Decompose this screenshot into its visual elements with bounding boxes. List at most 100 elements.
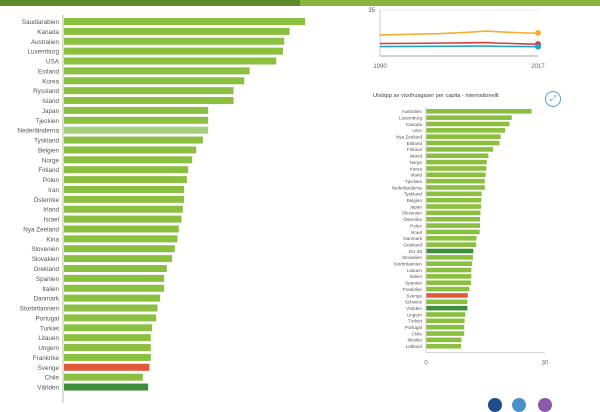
right-category-label-20: Danmark [403, 236, 422, 241]
bar-1 [64, 27, 290, 35]
bar-7 [64, 87, 234, 95]
right-category-label-12: Nederländerna [392, 185, 423, 190]
category-label-14: Norge [42, 157, 60, 164]
right-category-label-35: Chile [412, 331, 423, 336]
right-bar-24 [426, 261, 473, 266]
bar-37 [64, 383, 149, 391]
category-label-21: Nya Zeeland [23, 226, 59, 233]
right-category-label-9: Korea [410, 166, 423, 171]
trend-line-chart: 35 1990 2017 [368, 8, 545, 70]
right-bar-4 [426, 134, 501, 139]
category-label-32: Litauen [38, 335, 59, 342]
expand-button[interactable]: ⤢ [545, 91, 561, 107]
mini-y-tick-0: 35 [368, 8, 375, 14]
bar-35 [64, 363, 150, 371]
bar-10 [64, 116, 209, 124]
right-category-label-5: Estland [407, 141, 423, 146]
series-line-2 [379, 45, 539, 48]
right-category-label-18: Polen [410, 223, 422, 228]
right-bar-15 [426, 204, 482, 209]
right-bar-33 [426, 318, 465, 324]
right-bar-9 [426, 166, 487, 171]
bar-0 [64, 18, 305, 25]
category-label-10: Tjeckien [36, 118, 60, 125]
right-bar-17 [426, 216, 481, 222]
bar-32 [64, 334, 151, 342]
series-line-0 [379, 30, 538, 36]
right-x-tick-1: 30 [542, 360, 549, 366]
right-bar-26 [426, 274, 472, 279]
social-button-twitter[interactable] [512, 398, 526, 412]
category-label-9: Japan [42, 108, 60, 115]
right-category-label-10: Irland [411, 173, 423, 178]
bar-30 [64, 314, 157, 322]
bar-17 [64, 185, 185, 193]
right-bar-34 [426, 324, 465, 330]
category-label-11: Nederländerna [17, 128, 59, 135]
bar-23 [64, 245, 175, 253]
series-endpoint-2 [535, 43, 541, 50]
social-button-share[interactable] [538, 398, 552, 412]
right-bar-10 [426, 172, 486, 178]
right-category-label-37: Lettland [406, 344, 423, 349]
series-line-1 [379, 41, 539, 45]
category-label-13: Belgien [38, 147, 60, 154]
category-label-12: Tyskland [34, 138, 59, 145]
right-bar-29 [426, 293, 468, 298]
right-category-label-21: Grekland [403, 242, 422, 247]
category-label-5: Estland [38, 68, 60, 75]
right-bar-6 [426, 147, 494, 152]
right-bar-12 [426, 185, 485, 190]
mini-x-tick-1: 2017 [531, 64, 545, 70]
category-label-16: Polen [43, 177, 60, 184]
right-bar-13 [426, 191, 482, 197]
category-label-18: Österrike [33, 196, 59, 204]
right-bar-30 [426, 299, 468, 305]
chart-title: Utsläpp av växthusgaser per capita - int… [373, 93, 499, 99]
mini-x-tick-0: 1990 [373, 64, 387, 70]
right-category-label-36: Mexiko [407, 338, 422, 343]
category-label-29: Storbritannien [20, 306, 60, 313]
right-bar-3 [426, 128, 506, 133]
bar-16 [64, 176, 187, 184]
right-category-label-28: Frankrike [403, 287, 423, 292]
right-bar-31 [426, 305, 468, 311]
right-category-label-23: Slovakien [402, 255, 422, 260]
right-category-label-14: Belgien [407, 198, 423, 203]
bar-8 [64, 97, 234, 105]
right-bar-23 [426, 255, 473, 260]
right-bar-0 [426, 109, 532, 114]
category-label-25: Grekland [33, 266, 59, 273]
right-category-label-7: Island [410, 154, 423, 159]
right-bar-5 [426, 140, 500, 146]
category-label-1: Kanada [37, 29, 59, 36]
category-label-30: Portugal [36, 315, 59, 322]
expand-icon: ⤢ [549, 94, 557, 103]
right-category-label-4: Nya Zeeland [396, 135, 422, 140]
category-label-3: Luxemburg [27, 49, 59, 56]
bar-13 [64, 146, 197, 154]
right-category-label-19: Israel [411, 230, 422, 235]
bar-15 [64, 166, 189, 174]
right-bar-37 [426, 343, 462, 349]
category-label-36: Chile [45, 375, 60, 382]
category-label-23: Slovenien [31, 246, 59, 253]
category-label-4: USA [46, 59, 60, 66]
right-category-label-33: Turkiet [408, 319, 423, 324]
series-endpoint-0 [535, 30, 541, 36]
right-category-label-15: Japan [409, 204, 422, 209]
category-label-8: Island [42, 98, 59, 105]
bar-2 [64, 37, 285, 45]
right-category-label-6: Finland [407, 147, 423, 152]
category-label-31: Turkiet [40, 325, 59, 332]
right-bar-18 [426, 223, 481, 228]
right-bar-28 [426, 286, 470, 292]
category-label-2: Australien [31, 39, 59, 46]
category-label-33: Ungern [38, 345, 59, 352]
category-label-28: Danmark [33, 296, 59, 303]
social-button-facebook[interactable] [488, 398, 502, 412]
bar-5 [64, 67, 250, 75]
bar-22 [64, 235, 178, 243]
category-label-15: Finland [38, 167, 59, 174]
right-bar-27 [426, 280, 471, 286]
